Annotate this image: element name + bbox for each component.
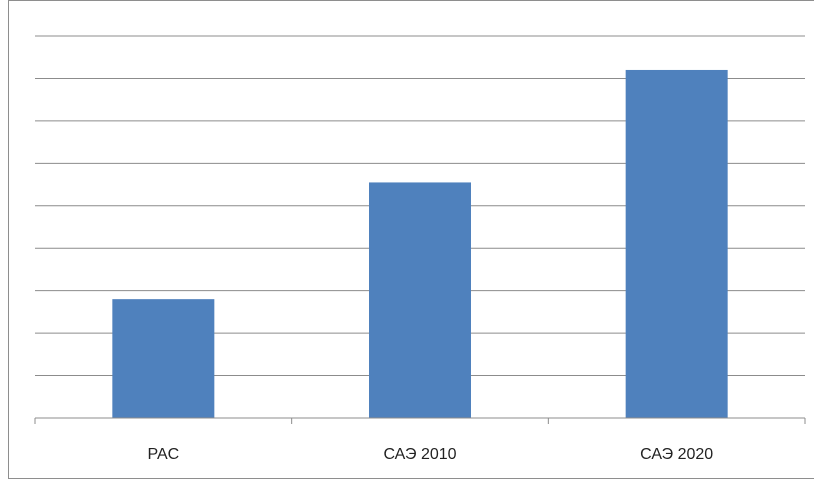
bar (369, 182, 471, 418)
x-axis (34, 417, 806, 424)
x-tick-labels: PAC САЭ 2010 САЭ 2020 (147, 446, 713, 463)
x-tick-label: САЭ 2010 (383, 446, 456, 463)
x-tick-label: САЭ 2020 (640, 446, 713, 463)
bar (112, 299, 215, 418)
bar (625, 69, 728, 418)
bars (112, 69, 728, 418)
x-tick-label: PAC (147, 446, 179, 463)
